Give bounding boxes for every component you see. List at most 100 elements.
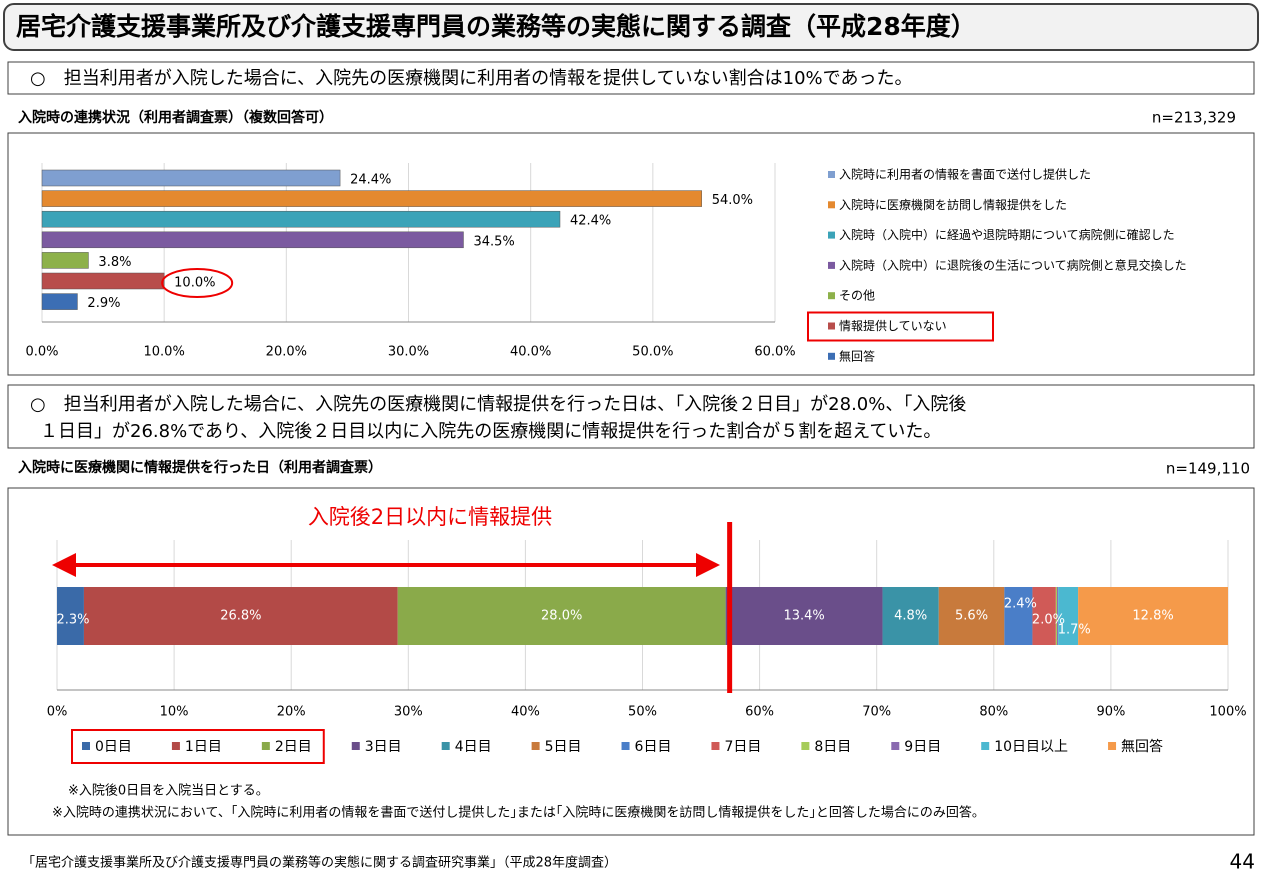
page-number: 44 xyxy=(1230,850,1255,874)
legend-label: 情報提供していない xyxy=(839,318,947,333)
bar-segment xyxy=(397,587,726,645)
x-tick-label: 40.0% xyxy=(510,345,551,360)
legend-swatch xyxy=(261,742,270,750)
value-label: 2.0% xyxy=(1032,613,1065,628)
legend-label: 9日目 xyxy=(904,739,941,755)
highlight-box xyxy=(71,729,325,764)
legend-label: 入院時に利用者の情報を書面で送付し提供した xyxy=(839,167,1091,182)
sample-size: n=149,110 xyxy=(1166,460,1250,478)
legend-label: 7日目 xyxy=(724,739,761,755)
legend-swatch xyxy=(171,742,180,750)
legend-label: 無回答 xyxy=(1121,738,1163,755)
bar xyxy=(41,190,702,207)
legend-swatch xyxy=(531,742,540,750)
bar xyxy=(41,169,341,187)
bar-segment xyxy=(1078,587,1228,645)
x-tick-label: 30.0% xyxy=(388,345,429,360)
note: ○ 担当利用者が入院した場合に、入院先の医療機関に情報提供を行った日は、「入院後… xyxy=(30,394,966,415)
title-bar xyxy=(3,3,1259,51)
value-label: 24.4% xyxy=(350,173,391,188)
x-tick-label: 10.0% xyxy=(144,345,185,360)
source: 「居宅介護支援事業所及び介護支援専門員の業務等の実態に関する調査研究事業」（平成… xyxy=(22,855,617,871)
bar xyxy=(41,210,561,228)
bar xyxy=(41,252,89,269)
legend-swatch xyxy=(621,742,630,750)
value-label: 4.8% xyxy=(894,609,927,624)
note: １日目」が26.8%であり、入院後２日目以内に入院先の医療機関に情報提供を行った… xyxy=(40,421,941,442)
value-label: 54.0% xyxy=(712,193,753,208)
legend-swatch xyxy=(351,742,360,750)
sample-size: n=213,329 xyxy=(1152,109,1236,127)
bar-segment xyxy=(1055,587,1058,645)
legend-swatch xyxy=(828,261,835,269)
bar-segment xyxy=(57,587,84,645)
legend-swatch xyxy=(828,201,835,209)
note-box xyxy=(7,61,1255,95)
legend-label: 0日目 xyxy=(95,739,132,755)
legend-label: 6日目 xyxy=(635,739,672,755)
legend-label: 3日目 xyxy=(365,739,402,755)
legend-swatch xyxy=(828,322,835,330)
annotation: 入院後2日以内に情報提供 xyxy=(308,505,552,529)
bar-segment xyxy=(882,587,939,645)
value-label: 13.4% xyxy=(783,609,824,624)
chart-title: 入院時の連携状況（利用者調査票）（複数回答可） xyxy=(18,109,333,126)
legend-label: 10日目以上 xyxy=(994,739,1068,755)
bar-segment xyxy=(83,587,398,645)
note: ○ 担当利用者が入院した場合に、入院先の医療機関に利用者の情報を提供していない割… xyxy=(30,68,912,89)
legend-label: 5日目 xyxy=(545,739,582,755)
bar-segment xyxy=(1058,587,1079,645)
legend-swatch xyxy=(801,742,810,750)
x-tick-label: 10% xyxy=(160,705,189,720)
legend-label: 入院時（入院中）に退院後の生活について病院側と意見交換した xyxy=(839,257,1187,272)
x-tick-label: 20% xyxy=(277,705,306,720)
legend-swatch xyxy=(441,742,450,750)
value-label: 3.8% xyxy=(98,255,131,270)
bar-segment xyxy=(1057,587,1059,645)
x-tick-label: 20.0% xyxy=(266,345,307,360)
slide-title: 居宅介護支援事業所及び介護支援専門員の業務等の実態に関する調査（平成28年度） xyxy=(16,12,976,41)
bar-segment xyxy=(1032,587,1056,645)
legend-label: 入院時に医療機関を訪問し情報提供をした xyxy=(839,197,1067,212)
legend-swatch xyxy=(828,352,835,360)
legend-swatch xyxy=(828,171,835,178)
legend-swatch xyxy=(981,742,990,750)
value-label: 10.0% xyxy=(174,276,215,291)
chart-title: 入院時に医療機関に情報提供を行った日（利用者調査票） xyxy=(18,459,382,476)
legend-label: 4日目 xyxy=(455,739,492,755)
x-tick-label: 40% xyxy=(511,705,540,720)
value-label: 2.3% xyxy=(56,613,89,628)
note-box xyxy=(7,384,1255,449)
bar-segment xyxy=(938,587,1005,645)
x-tick-label: 60% xyxy=(745,705,774,720)
value-label: 2.4% xyxy=(1004,597,1037,612)
value-label: 26.8% xyxy=(220,609,261,624)
legend-label: その他 xyxy=(839,289,875,303)
x-tick-label: 0% xyxy=(47,705,68,720)
value-label: 34.5% xyxy=(473,234,514,249)
x-tick-label: 50.0% xyxy=(632,345,673,360)
bar xyxy=(41,272,165,290)
value-label: 2.9% xyxy=(87,296,120,311)
value-label: 28.0% xyxy=(541,609,582,624)
x-tick-label: 60.0% xyxy=(754,345,795,360)
legend-swatch xyxy=(828,292,835,300)
x-tick-label: 100% xyxy=(1209,705,1246,720)
legend-swatch xyxy=(82,742,90,750)
chart-frame xyxy=(7,132,1255,376)
value-label: 1.7% xyxy=(1058,623,1091,638)
value-label: 5.6% xyxy=(955,609,988,624)
bar xyxy=(41,231,464,249)
legend-label: 無回答 xyxy=(839,348,875,363)
legend-swatch xyxy=(891,742,900,750)
bar xyxy=(41,293,78,310)
bar-segment xyxy=(725,587,883,645)
x-tick-label: 70% xyxy=(862,705,891,720)
legend-label: 2日目 xyxy=(275,739,312,755)
highlight-box xyxy=(807,311,994,342)
x-tick-label: 90% xyxy=(1096,705,1125,720)
legend-label: 入院時（入院中）に経過や退院時期について病院側に確認した xyxy=(839,227,1175,242)
arrow-head xyxy=(696,553,720,577)
bar-segment xyxy=(1004,587,1033,645)
